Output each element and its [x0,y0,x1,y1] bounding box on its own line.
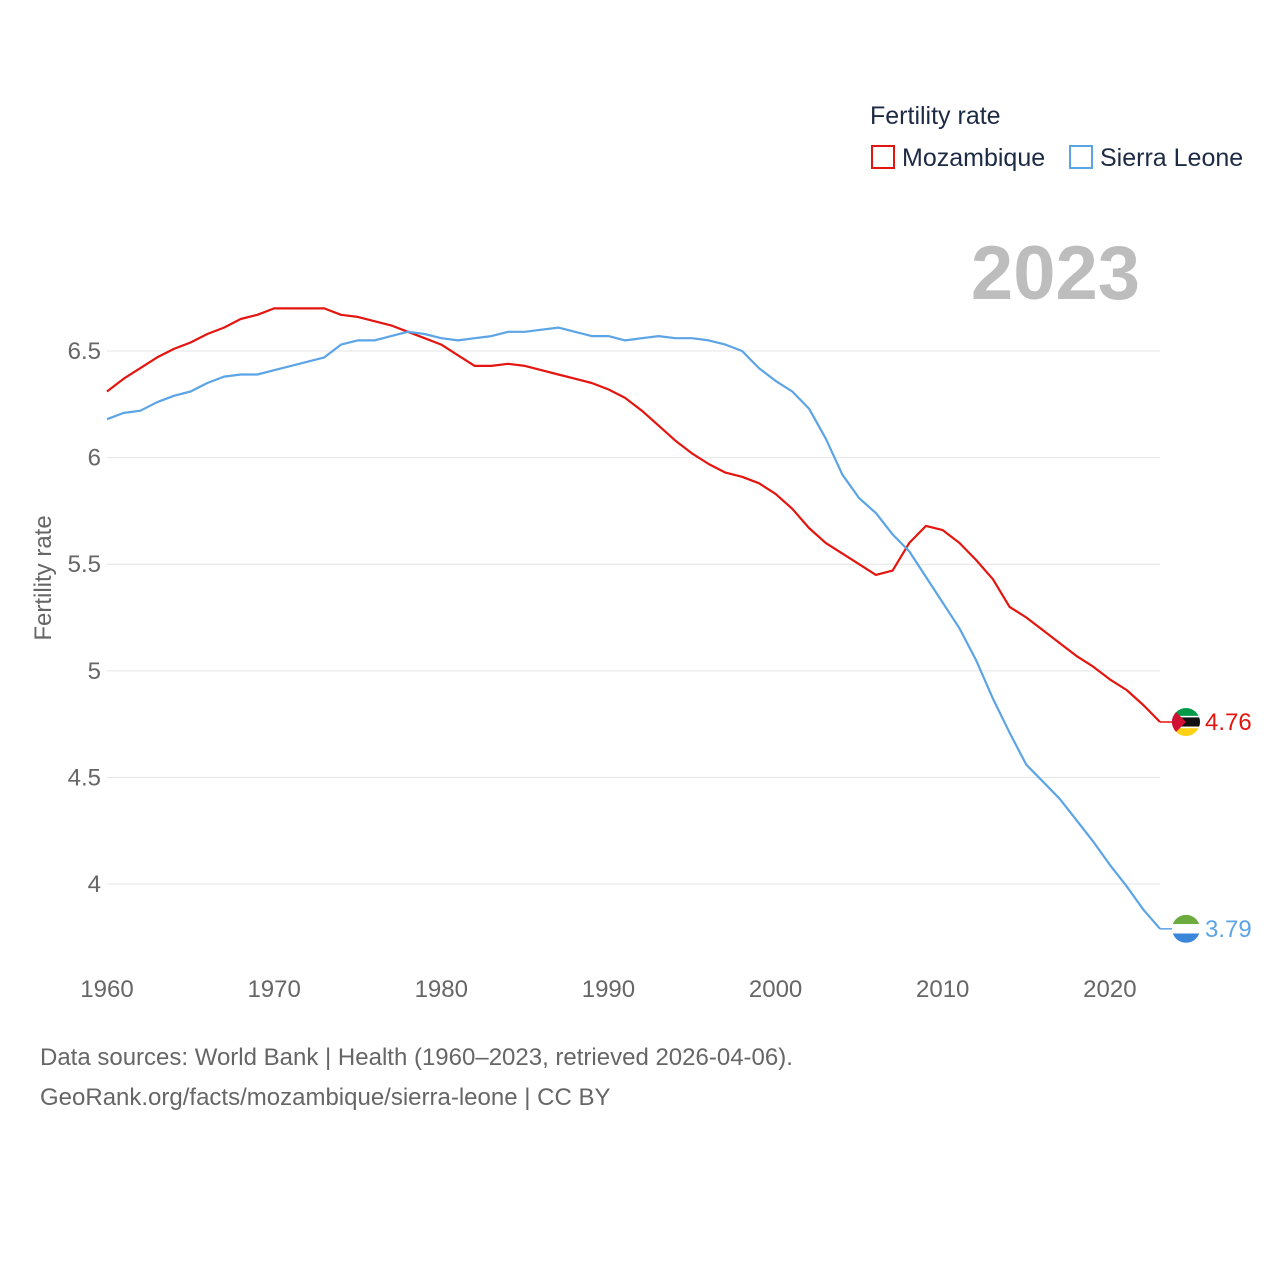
x-tick-label: 2000 [749,976,802,1003]
footer-source: Data sources: World Bank | Health (1960–… [40,1044,793,1071]
x-tick-label: 1970 [247,976,300,1003]
end-value-label-mozambique: 4.76 [1205,709,1252,736]
y-tick-label: 6.5 [68,338,101,365]
x-tick-label: 1990 [582,976,635,1003]
y-tick-label: 5 [88,658,101,685]
legend-swatch-sierra-leone [1069,145,1093,169]
footer-url: GeoRank.org/facts/mozambique/sierra-leon… [40,1084,611,1111]
legend-swatch-mozambique [871,145,895,169]
legend-label-sierra-leone: Sierra Leone [1100,144,1243,172]
legend-title: Fertility rate [870,102,1001,130]
y-tick-label: 4 [88,871,101,898]
x-tick-label: 1980 [415,976,468,1003]
gridlines [107,350,1160,885]
current-year-label: 2023 [971,231,1140,316]
series-end-markers: 4.76 3.79 [1160,708,1252,943]
x-tick-label: 2020 [1083,976,1136,1003]
x-tick-label: 2010 [916,976,969,1003]
series-line-mozambique [106,307,1161,723]
y-axis-title: Fertility rate [30,515,57,640]
mozambique-flag [1172,708,1200,737]
series-lines [106,307,1161,930]
end-value-label-sierra-leone: 3.79 [1205,916,1252,943]
sierra-leone-flag [1172,914,1200,943]
x-axis-ticks: 1960 1970 1980 1990 2000 2010 2020 [80,976,1136,1003]
legend-label-mozambique: Mozambique [902,144,1045,172]
legend-item-sierra-leone[interactable]: Sierra Leone [1069,144,1243,172]
y-tick-label: 4.5 [68,764,101,791]
y-tick-label: 6 [88,445,101,472]
series-line-sierra-leone [106,326,1161,930]
legend[interactable]: Fertility rate Mozambique Sierra Leone [870,102,1243,172]
y-axis-ticks: 4 4.5 5 5.5 6 6.5 [68,338,101,898]
y-tick-label: 5.5 [68,551,101,578]
x-tick-label: 1960 [80,976,133,1003]
legend-item-mozambique[interactable]: Mozambique [871,144,1045,172]
